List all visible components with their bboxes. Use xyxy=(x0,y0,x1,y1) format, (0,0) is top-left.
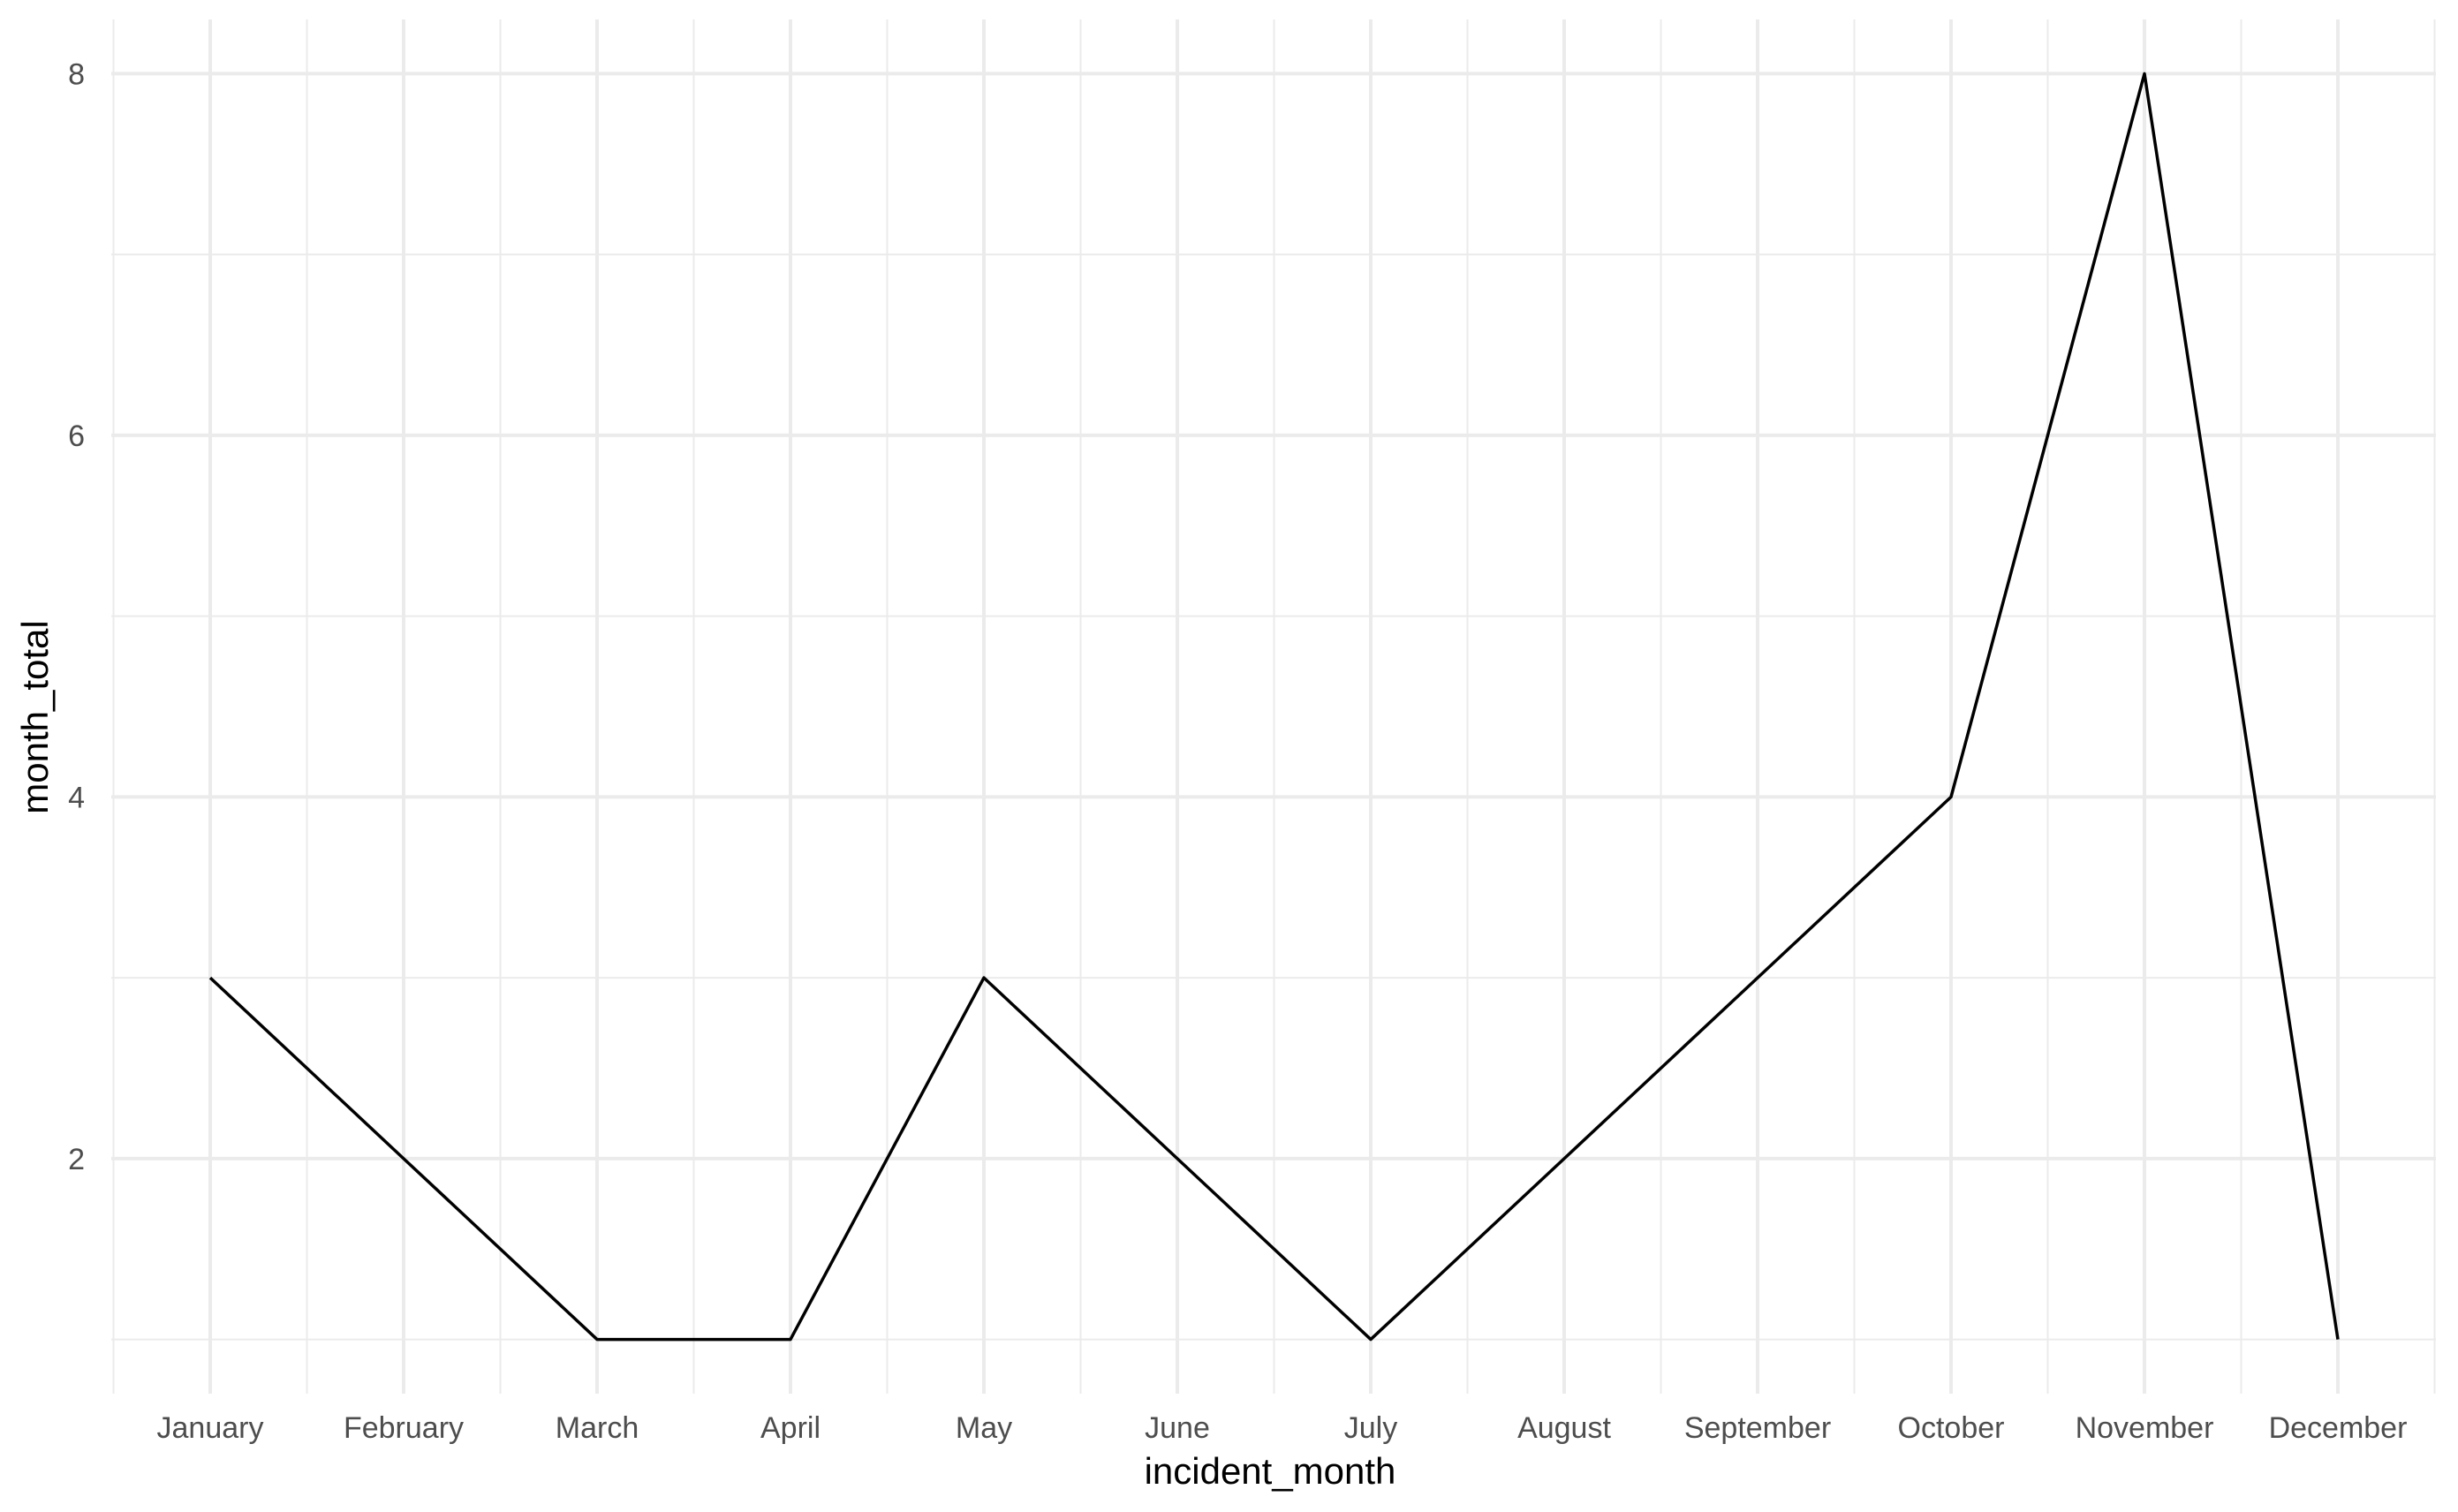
x-tick-label: September xyxy=(1684,1411,1831,1445)
y-tick-label: 8 xyxy=(68,57,85,91)
x-axis-title: incident_month xyxy=(1145,1450,1396,1492)
x-tick-label: December xyxy=(2269,1411,2408,1445)
x-tick-label: January xyxy=(157,1411,264,1445)
minor-gridlines xyxy=(111,19,2436,1394)
x-tick-label: June xyxy=(1145,1411,1210,1445)
y-tick-label: 4 xyxy=(68,781,85,814)
x-tick-label: March xyxy=(556,1411,639,1445)
x-tick-label: October xyxy=(1898,1411,2005,1445)
x-tick-label: February xyxy=(344,1411,464,1445)
x-tick-label: August xyxy=(1517,1411,1611,1445)
series-line xyxy=(208,72,2340,1342)
major-gridlines xyxy=(111,19,2436,1394)
y-tick-label: 6 xyxy=(68,420,85,453)
y-axis-tick-labels: 2 4 6 8 xyxy=(68,57,85,1176)
x-tick-label: July xyxy=(1344,1411,1397,1445)
x-tick-label: November xyxy=(2076,1411,2214,1445)
y-axis-title: month_total xyxy=(14,620,56,813)
series-layer xyxy=(208,72,2340,1342)
x-tick-label: April xyxy=(760,1411,821,1445)
x-tick-label: May xyxy=(956,1411,1012,1445)
x-axis-tick-labels: January February March April May June July Augu… xyxy=(157,1411,2408,1445)
y-tick-label: 2 xyxy=(68,1143,85,1176)
